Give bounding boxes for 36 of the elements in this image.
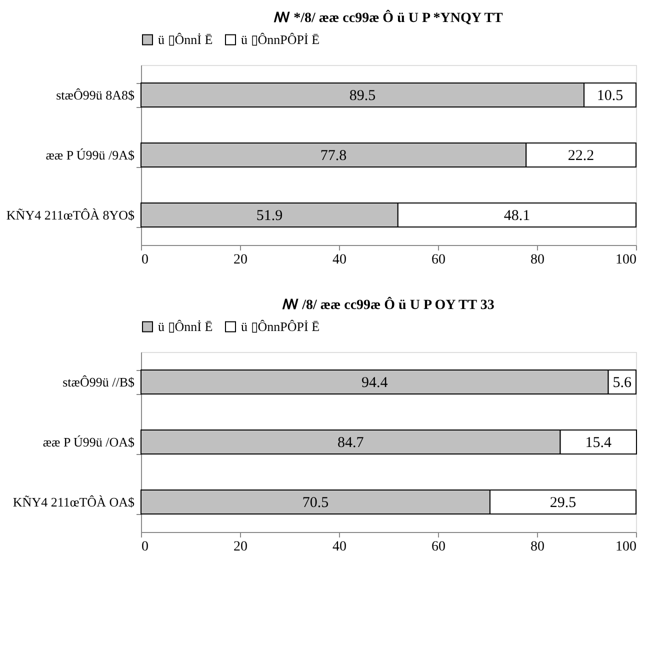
data-label: 22.2 (568, 148, 594, 164)
y-tick-label: KÑY4 211œTÔÀ 8YO$ (6, 208, 135, 222)
x-tick-label: 100 (616, 252, 636, 268)
legend-label: ü ▯ÔnnPÔPİ Ē (241, 32, 320, 47)
data-label: 15.4 (585, 435, 612, 451)
data-label: 70.5 (302, 495, 329, 511)
x-tick-label: 60 (432, 252, 446, 268)
x-tick-label: 80 (530, 252, 544, 268)
x-tick-label: 20 (234, 252, 248, 268)
legend-label: ü ▯Ônnİ Ē (158, 318, 213, 334)
chart-title: ꟿ */8/ ææ cc99æ Ô ü U P *YNQY TT (273, 9, 504, 26)
data-label: 89.5 (349, 88, 376, 104)
data-label: 84.7 (338, 435, 364, 451)
y-tick-label: KÑY4 211œTÔÀ OA$ (12, 494, 135, 510)
legend-label: ü ▯Ônnİ Ē (158, 32, 213, 47)
chart-title: ꟿ /8/ ææ cc99æ Ô ü U P OY TT 33 (282, 296, 494, 313)
data-label: 10.5 (596, 88, 624, 104)
x-tick-label: 40 (332, 252, 346, 268)
x-tick-label: 20 (234, 540, 248, 554)
x-tick-label: 100 (616, 540, 636, 554)
y-tick-label: ææ P Ú99ü /9A$ (46, 148, 135, 162)
y-tick-label: stæÔ99ü 8A8$ (56, 88, 135, 102)
x-tick-label: 40 (332, 540, 346, 554)
x-tick-label: 0 (142, 540, 148, 554)
legend-label: ü ▯ÔnnPÔPİ Ē (241, 318, 320, 334)
x-tick-label: 80 (530, 540, 544, 554)
data-label: 94.4 (362, 375, 388, 391)
data-label: 77.8 (320, 148, 347, 164)
data-label: 5.6 (612, 375, 632, 391)
data-label: 51.9 (256, 208, 283, 224)
y-tick-label: stæÔ99ü //B$ (62, 374, 135, 390)
x-tick-label: 60 (432, 540, 446, 554)
y-tick-label: ææ P Ú99ü /OA$ (42, 434, 135, 450)
data-label: 29.5 (550, 495, 576, 511)
x-tick-label: 0 (142, 252, 148, 268)
data-label: 48.1 (504, 208, 530, 224)
